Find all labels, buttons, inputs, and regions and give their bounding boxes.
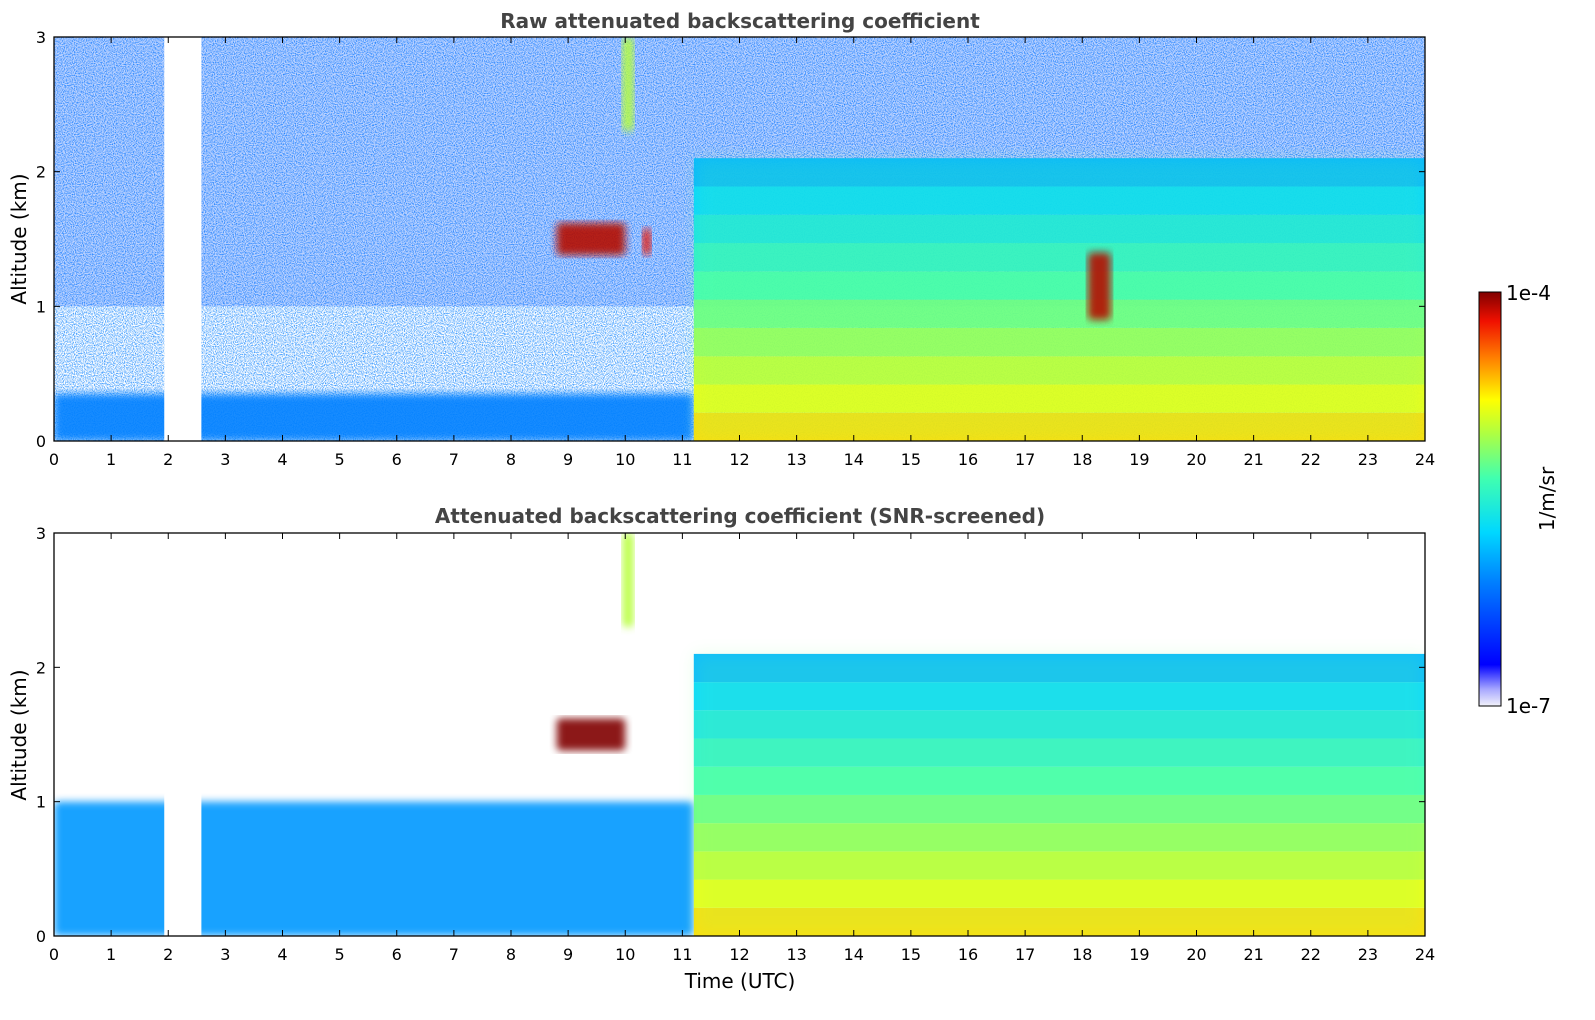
heatmap-cell xyxy=(622,533,634,628)
y-tick-label: 0 xyxy=(36,927,46,946)
x-tick-label: 13 xyxy=(786,945,806,964)
x-tick-label: 16 xyxy=(958,450,978,469)
panel-screened-xlabel: Time (UTC) xyxy=(684,969,796,993)
x-tick-label: 7 xyxy=(449,450,459,469)
x-tick-label: 7 xyxy=(449,945,459,964)
x-tick-label: 4 xyxy=(277,450,287,469)
x-tick-label: 17 xyxy=(1015,450,1035,469)
x-tick-label: 5 xyxy=(335,945,345,964)
x-tick-label: 5 xyxy=(335,450,345,469)
colorbar-max-label: 1e-4 xyxy=(1506,281,1551,305)
heatmap-data-gap xyxy=(164,533,202,936)
colorbar: 1e-4 1e-7 1/m/sr xyxy=(1478,281,1559,718)
x-tick-label: 1 xyxy=(106,945,116,964)
panel-raw-ticks: 0 1 2 3 4 5 6 7 8 9 10 11 12 13 14 15 16 17 18 19 20 21 22 23 24… xyxy=(36,28,1435,469)
panel-screened-ticks: 0 1 2 3 4 5 6 7 8 9 10 11 12 13 14 15 16 17 18 19 20 21 22 23 24… xyxy=(36,524,1435,964)
colorbar-unit-label: 1/m/sr xyxy=(1535,466,1559,531)
x-tick-label: 1 xyxy=(106,450,116,469)
x-tick-label: 15 xyxy=(901,945,921,964)
heatmap-cell xyxy=(54,801,694,936)
heatmap-cell xyxy=(54,393,694,441)
x-tick-label: 22 xyxy=(1301,450,1321,469)
x-tick-label: 3 xyxy=(220,450,230,469)
x-tick-label: 23 xyxy=(1358,450,1378,469)
x-tick-label: 24 xyxy=(1415,450,1435,469)
x-tick-label: 18 xyxy=(1072,450,1092,469)
x-tick-label: 8 xyxy=(506,450,516,469)
x-tick-label: 6 xyxy=(392,450,402,469)
x-tick-label: 9 xyxy=(563,450,573,469)
x-tick-label: 9 xyxy=(563,945,573,964)
x-tick-label: 14 xyxy=(844,450,864,469)
x-tick-label: 17 xyxy=(1015,945,1035,964)
heatmap-cell xyxy=(556,222,626,256)
x-tick-label: 11 xyxy=(672,450,692,469)
x-tick-label: 22 xyxy=(1301,945,1321,964)
colorbar-gradient xyxy=(1478,291,1502,707)
x-tick-label: 19 xyxy=(1129,945,1149,964)
x-tick-label: 12 xyxy=(729,945,749,964)
x-tick-label: 0 xyxy=(49,945,59,964)
x-tick-label: 8 xyxy=(506,945,516,964)
x-tick-label: 11 xyxy=(672,945,692,964)
y-tick-label: 2 xyxy=(36,658,46,677)
x-tick-label: 19 xyxy=(1129,450,1149,469)
y-tick-label: 3 xyxy=(36,28,46,47)
colorbar-min-label: 1e-7 xyxy=(1506,694,1551,718)
heatmap-cell xyxy=(622,37,634,132)
x-tick-label: 24 xyxy=(1415,945,1435,964)
y-tick-label: 2 xyxy=(36,163,46,182)
x-tick-label: 6 xyxy=(392,945,402,964)
x-tick-label: 20 xyxy=(1186,450,1206,469)
x-tick-label: 21 xyxy=(1243,450,1263,469)
heatmap-cell xyxy=(693,158,1425,441)
x-tick-label: 10 xyxy=(615,945,635,964)
heatmap-data-gap xyxy=(164,37,202,441)
x-tick-label: 4 xyxy=(277,945,287,964)
x-tick-label: 2 xyxy=(163,945,173,964)
y-tick-label: 1 xyxy=(36,297,46,316)
x-tick-label: 10 xyxy=(615,450,635,469)
x-tick-label: 21 xyxy=(1243,945,1263,964)
x-tick-label: 13 xyxy=(786,450,806,469)
panel-screened-heatmap xyxy=(54,533,1425,936)
x-tick-label: 2 xyxy=(163,450,173,469)
x-tick-label: 20 xyxy=(1186,945,1206,964)
heatmap-cell xyxy=(693,653,1425,936)
heatmap-cell xyxy=(556,718,626,751)
panel-screened-title: Attenuated backscattering coefficient (S… xyxy=(435,504,1045,528)
panel-screened-ylabel: Altitude (km) xyxy=(7,669,31,800)
heatmap-cell xyxy=(1087,252,1111,320)
y-tick-label: 0 xyxy=(36,432,46,451)
panel-raw-title: Raw attenuated backscattering coefficien… xyxy=(500,9,980,33)
x-tick-label: 16 xyxy=(958,945,978,964)
y-tick-label: 3 xyxy=(36,524,46,543)
x-tick-label: 18 xyxy=(1072,945,1092,964)
panel-raw-heatmap xyxy=(54,37,1425,441)
x-tick-label: 23 xyxy=(1358,945,1378,964)
x-tick-label: 14 xyxy=(844,945,864,964)
x-tick-label: 12 xyxy=(729,450,749,469)
x-tick-label: 0 xyxy=(49,450,59,469)
x-tick-label: 3 xyxy=(220,945,230,964)
x-tick-label: 15 xyxy=(901,450,921,469)
y-tick-label: 1 xyxy=(36,793,46,812)
heatmap-cell xyxy=(642,228,651,256)
panel-raw-ylabel: Altitude (km) xyxy=(7,173,31,304)
panel-raw: Raw attenuated backscattering coefficien… xyxy=(7,9,1435,469)
panel-screened: Attenuated backscattering coefficient (S… xyxy=(7,504,1435,993)
